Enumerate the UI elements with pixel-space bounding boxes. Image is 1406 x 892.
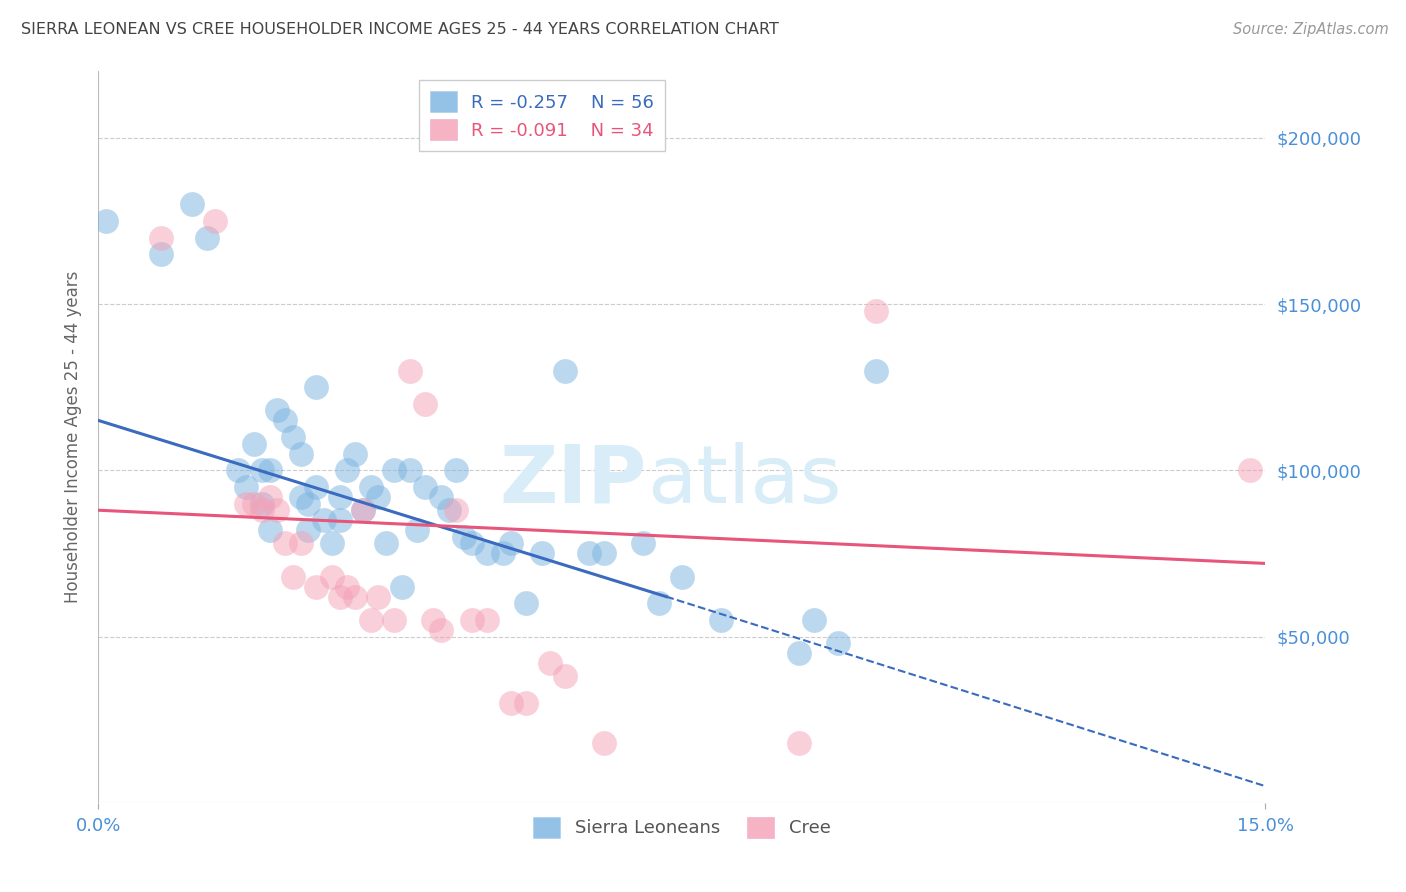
Point: [865, 303, 887, 318]
Point: [281, 570, 304, 584]
Text: atlas: atlas: [647, 442, 841, 520]
Point: [429, 490, 451, 504]
Point: [321, 536, 343, 550]
Point: [250, 463, 273, 477]
Point: [243, 436, 266, 450]
Point: [446, 503, 468, 517]
Point: [274, 413, 297, 427]
Point: [671, 570, 693, 584]
Point: [461, 613, 484, 627]
Point: [375, 536, 398, 550]
Point: [406, 523, 429, 537]
Point: [538, 656, 561, 670]
Point: [149, 247, 172, 261]
Point: [515, 696, 537, 710]
Point: [499, 696, 522, 710]
Text: ZIP: ZIP: [499, 442, 647, 520]
Point: [453, 530, 475, 544]
Point: [446, 463, 468, 477]
Point: [259, 523, 281, 537]
Point: [530, 546, 553, 560]
Point: [235, 480, 257, 494]
Point: [367, 490, 389, 504]
Point: [352, 503, 374, 517]
Point: [290, 536, 312, 550]
Point: [492, 546, 515, 560]
Point: [382, 613, 405, 627]
Point: [204, 214, 226, 228]
Point: [499, 536, 522, 550]
Point: [413, 397, 436, 411]
Point: [437, 503, 460, 517]
Point: [243, 497, 266, 511]
Legend: Sierra Leoneans, Cree: Sierra Leoneans, Cree: [526, 810, 838, 845]
Point: [235, 497, 257, 511]
Point: [391, 580, 413, 594]
Point: [477, 613, 499, 627]
Point: [593, 736, 616, 750]
Point: [336, 463, 359, 477]
Point: [305, 480, 328, 494]
Point: [344, 447, 367, 461]
Point: [259, 490, 281, 504]
Point: [329, 513, 352, 527]
Point: [290, 447, 312, 461]
Point: [195, 230, 218, 244]
Point: [360, 613, 382, 627]
Point: [266, 403, 288, 417]
Point: [228, 463, 250, 477]
Point: [787, 736, 810, 750]
Point: [554, 669, 576, 683]
Point: [305, 580, 328, 594]
Point: [281, 430, 304, 444]
Point: [360, 480, 382, 494]
Point: [274, 536, 297, 550]
Point: [422, 613, 444, 627]
Point: [461, 536, 484, 550]
Point: [827, 636, 849, 650]
Point: [554, 363, 576, 377]
Point: [352, 503, 374, 517]
Point: [149, 230, 172, 244]
Point: [96, 214, 118, 228]
Text: SIERRA LEONEAN VS CREE HOUSEHOLDER INCOME AGES 25 - 44 YEARS CORRELATION CHART: SIERRA LEONEAN VS CREE HOUSEHOLDER INCOM…: [21, 22, 779, 37]
Text: Source: ZipAtlas.com: Source: ZipAtlas.com: [1233, 22, 1389, 37]
Point: [429, 623, 451, 637]
Point: [297, 523, 319, 537]
Point: [647, 596, 669, 610]
Point: [477, 546, 499, 560]
Point: [578, 546, 600, 560]
Point: [266, 503, 288, 517]
Point: [297, 497, 319, 511]
Point: [367, 590, 389, 604]
Point: [803, 613, 825, 627]
Point: [413, 480, 436, 494]
Point: [329, 590, 352, 604]
Point: [329, 490, 352, 504]
Point: [250, 503, 273, 517]
Point: [250, 497, 273, 511]
Point: [305, 380, 328, 394]
Point: [336, 580, 359, 594]
Point: [631, 536, 654, 550]
Point: [312, 513, 335, 527]
Point: [787, 646, 810, 660]
Point: [290, 490, 312, 504]
Point: [865, 363, 887, 377]
Point: [321, 570, 343, 584]
Point: [344, 590, 367, 604]
Y-axis label: Householder Income Ages 25 - 44 years: Householder Income Ages 25 - 44 years: [65, 271, 83, 603]
Point: [1239, 463, 1261, 477]
Point: [398, 363, 420, 377]
Point: [180, 197, 202, 211]
Point: [259, 463, 281, 477]
Point: [593, 546, 616, 560]
Point: [398, 463, 420, 477]
Point: [710, 613, 733, 627]
Point: [515, 596, 537, 610]
Point: [382, 463, 405, 477]
